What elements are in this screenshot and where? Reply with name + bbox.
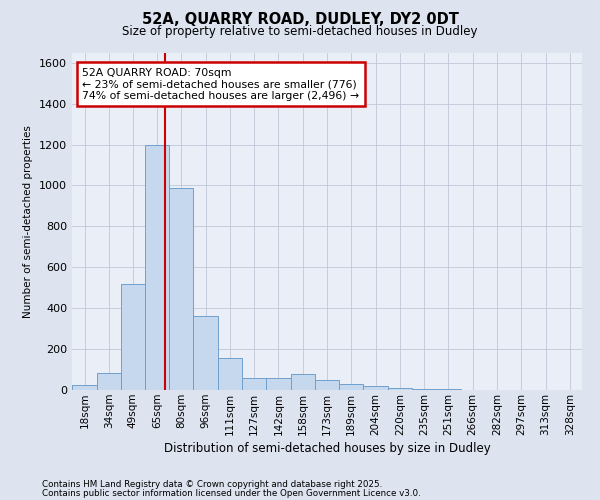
- Y-axis label: Number of semi-detached properties: Number of semi-detached properties: [23, 125, 34, 318]
- Bar: [193, 316, 218, 390]
- Bar: [339, 384, 364, 390]
- X-axis label: Distribution of semi-detached houses by size in Dudley: Distribution of semi-detached houses by …: [164, 442, 490, 455]
- Text: Contains public sector information licensed under the Open Government Licence v3: Contains public sector information licen…: [42, 489, 421, 498]
- Bar: [145, 144, 169, 390]
- Bar: [364, 386, 388, 390]
- Bar: [242, 378, 266, 390]
- Text: 52A, QUARRY ROAD, DUDLEY, DY2 0DT: 52A, QUARRY ROAD, DUDLEY, DY2 0DT: [142, 12, 458, 28]
- Text: 52A QUARRY ROAD: 70sqm
← 23% of semi-detached houses are smaller (776)
74% of se: 52A QUARRY ROAD: 70sqm ← 23% of semi-det…: [82, 68, 359, 101]
- Bar: [315, 380, 339, 390]
- Bar: [388, 388, 412, 390]
- Bar: [290, 374, 315, 390]
- Text: Contains HM Land Registry data © Crown copyright and database right 2025.: Contains HM Land Registry data © Crown c…: [42, 480, 382, 489]
- Bar: [72, 385, 97, 390]
- Bar: [97, 372, 121, 390]
- Text: Size of property relative to semi-detached houses in Dudley: Size of property relative to semi-detach…: [122, 25, 478, 38]
- Bar: [266, 378, 290, 390]
- Bar: [412, 389, 436, 390]
- Bar: [218, 358, 242, 390]
- Bar: [169, 188, 193, 390]
- Bar: [121, 284, 145, 390]
